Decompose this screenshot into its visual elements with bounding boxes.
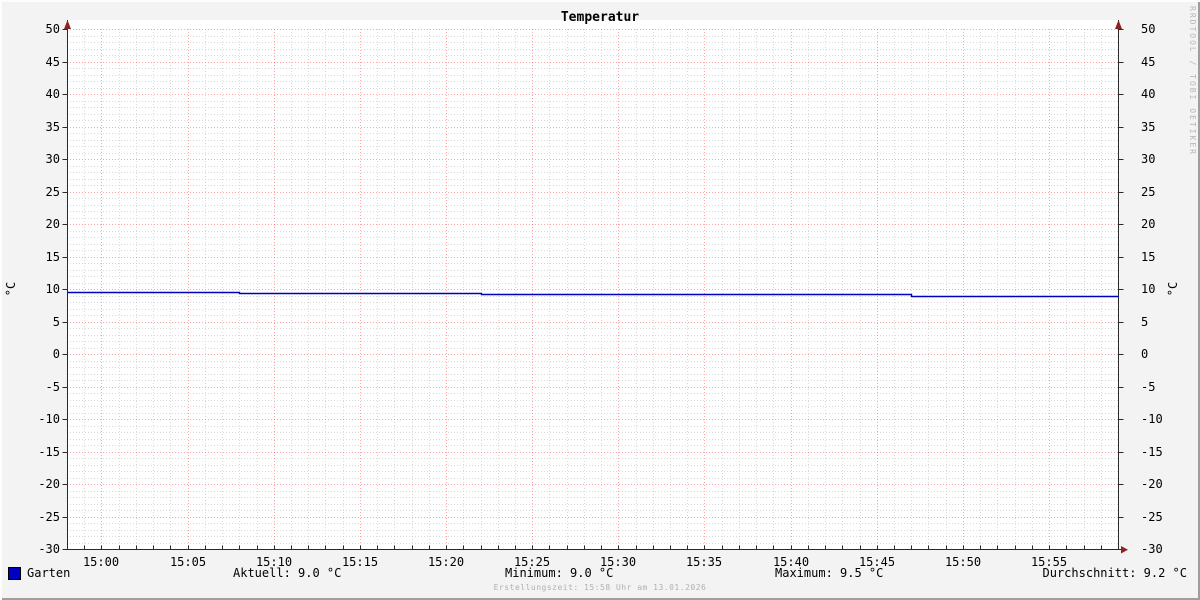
stat-aktuell: Aktuell: 9.0 °C — [233, 566, 342, 580]
y-axis-tick-label-left: 0 — [52, 347, 60, 361]
y-axis-tick-label-right: 0 — [1141, 347, 1149, 361]
x-axis-tick-label: 15:10 — [255, 555, 293, 569]
y-axis-tick-label-right: 15 — [1141, 250, 1156, 264]
y-axis-tick-label-right: -10 — [1141, 412, 1163, 426]
y-axis-tick-label-left: -15 — [38, 445, 60, 459]
y-axis-tick-label-left: 25 — [45, 185, 60, 199]
x-axis-tick-label: 15:50 — [944, 555, 982, 569]
x-axis-arrow — [1121, 546, 1128, 554]
series-line-garten — [67, 291, 1119, 298]
y-axis-unit-left: °C — [4, 281, 18, 297]
y-axis-tick-label-left: -10 — [38, 412, 60, 426]
x-axis-tick-label: 15:15 — [341, 555, 379, 569]
creation-timestamp: Erstellungszeit: 15:58 Uhr am 13.01.2026 — [493, 583, 707, 592]
y-axis-tick-label-right: 30 — [1141, 152, 1156, 166]
y-axis-tick-label-right: 5 — [1141, 315, 1149, 329]
y-axis-tick-label-left: -25 — [38, 510, 60, 524]
y-axis-tick-label-left: -5 — [45, 380, 60, 394]
y-axis-tick-label-left: 40 — [45, 87, 60, 101]
y-axis-tick-label-left: 35 — [45, 120, 60, 134]
chart-title: Temperatur — [560, 10, 640, 25]
x-axis-tick-label: 15:35 — [685, 555, 723, 569]
x-axis-tick-label: 15:00 — [82, 555, 120, 569]
x-axis-tick-label: 15:05 — [169, 555, 207, 569]
x-axis-tick-label: 15:25 — [513, 555, 551, 569]
x-axis-tick-label: 15:40 — [772, 555, 810, 569]
y-axis-tick-label-left: 45 — [45, 55, 60, 69]
y-axis-tick-label-right: 10 — [1141, 282, 1156, 296]
y-axis-tick-label-right: -25 — [1141, 510, 1163, 524]
rrdtool-watermark: RRDTOOL / TOBI OETIKER — [1188, 6, 1197, 156]
y-axis-tick-label-right: 35 — [1141, 120, 1156, 134]
y-axis-tick-label-left: 5 — [52, 315, 60, 329]
y-axis-tick-label-right: -5 — [1141, 380, 1156, 394]
y-axis-tick-label-right: 40 — [1141, 87, 1156, 101]
x-axis-tick-label: 15:30 — [599, 555, 637, 569]
stat-minimum: Minimum: 9.0 °C — [505, 566, 614, 580]
stat-durchschnitt: Durchschnitt: 9.2 °C — [1042, 566, 1188, 580]
x-axis-tick-label: 15:20 — [427, 555, 465, 569]
legend-series-label: Garten — [27, 566, 71, 580]
y-axis-tick-label-right: 25 — [1141, 185, 1156, 199]
y-axis-tick-label-right: -15 — [1141, 445, 1163, 459]
y-axis-tick-label-left: 10 — [45, 282, 60, 296]
y-axis-tick-label-right: 45 — [1141, 55, 1156, 69]
x-axis-tick-label: 15:55 — [1030, 555, 1068, 569]
y-axis-tick-label-right: -20 — [1141, 477, 1163, 491]
y-axis-tick-label-left: 50 — [45, 22, 60, 36]
y-axis-tick-label-left: -30 — [38, 542, 60, 556]
legend-color-swatch — [8, 567, 21, 580]
y-axis-tick-label-right: 20 — [1141, 217, 1156, 231]
x-axis-tick-label: 15:45 — [858, 555, 896, 569]
y-axis-tick-label-left: 20 — [45, 217, 60, 231]
stat-maximum: Maximum: 9.5 °C — [775, 566, 884, 580]
y-axis-tick-label-left: 15 — [45, 250, 60, 264]
y-axis-tick-label-right: -30 — [1141, 542, 1163, 556]
y-axis-tick-label-right: 50 — [1141, 22, 1156, 36]
y-axis-tick-label-left: -20 — [38, 477, 60, 491]
y-axis-tick-label-left: 30 — [45, 152, 60, 166]
